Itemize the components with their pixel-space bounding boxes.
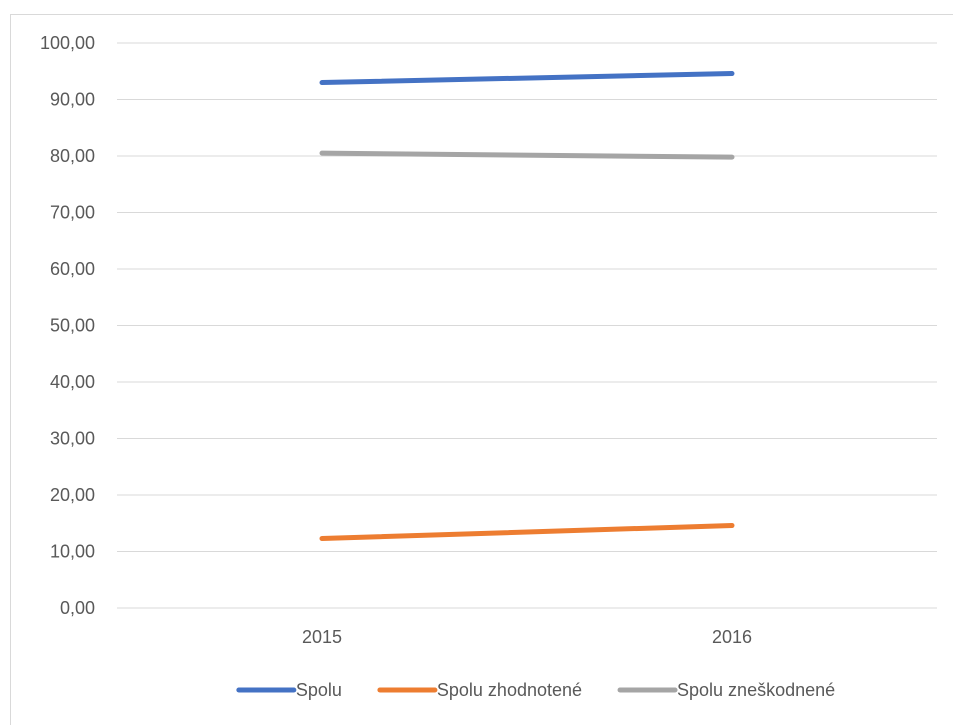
y-tick-label: 80,00 [50,146,95,166]
y-tick-label: 70,00 [50,203,95,223]
series-lines [322,74,732,539]
series-line [322,153,732,157]
y-tick-label: 90,00 [50,90,95,110]
y-tick-label: 30,00 [50,429,95,449]
y-tick-label: 10,00 [50,542,95,562]
gridlines [117,43,937,608]
x-axis-tick-labels: 2015 2016 [302,627,752,647]
y-tick-label: 40,00 [50,372,95,392]
y-tick-label: 0,00 [60,598,95,618]
y-tick-label: 20,00 [50,485,95,505]
y-axis-tick-labels: 0,00 10,00 20,00 30,00 40,00 50,00 60,00 70,00 8… [40,33,95,618]
y-tick-label: 100,00 [40,33,95,53]
x-tick-label: 2015 [302,627,342,647]
y-tick-label: 60,00 [50,259,95,279]
series-line [322,74,732,83]
legend-label: Spolu zhodnotené [437,680,582,700]
series-line [322,526,732,539]
legend-label: Spolu zneškodnené [677,680,835,700]
x-tick-label: 2016 [712,627,752,647]
legend: Spolu Spolu zhodnotené Spolu zneškodnené [239,680,835,700]
y-tick-label: 50,00 [50,316,95,336]
legend-label: Spolu [296,680,342,700]
